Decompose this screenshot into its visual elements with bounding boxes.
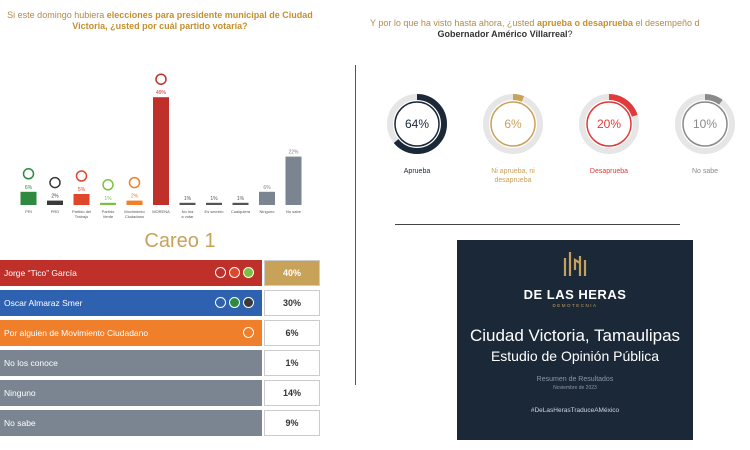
bar-6	[153, 97, 169, 205]
bar-9	[232, 202, 249, 205]
party-logo-icon-6	[155, 73, 167, 85]
party-logo-icon-5	[128, 176, 141, 189]
gauge-1: 6% Ni aprueba, ni desaprueba	[481, 92, 545, 185]
bar-label-11: 22%	[288, 150, 299, 156]
party-logo-icon-3	[75, 170, 88, 182]
careo-row-value: 40%	[264, 260, 320, 286]
party-logos-icon	[212, 296, 254, 310]
cover-card: DE LAS HERAS DEMOTECNIA Ciudad Victoria,…	[457, 240, 693, 440]
bar-category-11: No sabe	[286, 209, 302, 214]
gauge-arc-2	[579, 94, 639, 154]
careo-row: Por alguien de Movimiento Ciudadano 6%	[0, 320, 320, 346]
bar-label-8: 1%	[210, 196, 218, 202]
bar-1	[20, 191, 37, 205]
gauge-0: 64% Aprueba	[385, 92, 449, 176]
gauge-label-1: Ni aprueba, ni desaprueba	[491, 168, 535, 184]
careo-row-label: Oscar Almaraz Smer	[0, 290, 262, 316]
gauge-arc-1	[483, 94, 543, 154]
careo-row-label: Ninguno	[0, 380, 262, 406]
bar-10	[259, 191, 275, 205]
card-hashtag: #DeLasHerasTraduceAMéxico	[530, 407, 620, 414]
card-results: Resumen de Resultados	[536, 376, 614, 383]
card-city: Ciudad Victoria, Tamaulipas	[469, 326, 681, 345]
bar-label-10: 6%	[263, 185, 271, 191]
bar-category-8: Es secreto	[205, 209, 225, 214]
bar-3	[73, 194, 90, 205]
gauge-label-3: No sabe	[691, 168, 719, 175]
party-logo-icon-4	[102, 179, 114, 191]
bar-category-3: Partido del Trabajo	[72, 209, 91, 219]
bar-5	[126, 200, 143, 205]
card-study: Estudio de Opinión Pública	[490, 348, 660, 364]
gauge-arc-0	[387, 94, 447, 154]
party-logos-icon	[240, 326, 254, 340]
gauge-value-0: 64%	[405, 117, 429, 131]
bar-category-9: Cualquiera	[231, 209, 251, 214]
bar-label-9: 1%	[237, 196, 245, 202]
party-logos-icon	[212, 266, 254, 280]
brand-name: DE LAS HERAS	[523, 287, 627, 302]
careo-row-text: Por alguien de Movimiento Ciudadano	[4, 328, 149, 338]
bar-category-4: Partido Verde	[102, 209, 115, 219]
careo-row-text: Ninguno	[4, 388, 36, 398]
bar-7	[179, 202, 196, 205]
careo-row-label: No sabe	[0, 410, 262, 436]
careo-row-value: 1%	[264, 350, 320, 376]
bar-label-7: 1%	[184, 196, 192, 202]
gauge-value-2: 20%	[597, 117, 621, 131]
bar-category-5: Movimiento Ciudadano	[124, 209, 145, 219]
vertical-divider	[355, 65, 356, 385]
bar-label-3: 5%	[78, 187, 86, 193]
gauge-arc-3	[675, 94, 735, 154]
brand-sub: DEMOTECNIA	[552, 303, 598, 308]
bar-category-2: PRD	[51, 209, 60, 214]
gauge-value-1: 6%	[504, 117, 522, 131]
careo-row: No los conoce 1%	[0, 350, 320, 376]
gauge-3: 10% No sabe	[673, 92, 737, 176]
careo-row: Oscar Almaraz Smer 30%	[0, 290, 320, 316]
bar-label-6: 49%	[156, 90, 167, 96]
careo-row-text: Oscar Almaraz Smer	[4, 298, 83, 308]
bar-2	[47, 200, 63, 205]
careo-row-label: No los conoce	[0, 350, 262, 376]
bar-category-6: MORENA	[152, 209, 170, 214]
gauge-label-2: Desaprueba	[589, 168, 629, 175]
bar-category-1: PRI	[25, 209, 32, 214]
vote-bar-chart: 6% PRI 2% PRD 5% Partido del Trabajo 1% Partido V…	[20, 73, 302, 219]
careo-row: Jorge “Tico” García 40%	[0, 260, 320, 286]
bar-8	[206, 202, 222, 205]
careo-row-text: Jorge “Tico” García	[4, 268, 77, 278]
careo-row: Ninguno 14%	[0, 380, 320, 406]
bar-4	[100, 202, 116, 205]
gauge-2: 20% Desaprueba	[577, 92, 641, 176]
gauge-label-0: Aprueba	[403, 168, 431, 175]
bar-label-4: 1%	[104, 196, 112, 202]
careo-title: Careo 1	[144, 230, 216, 252]
bar-label-5: 2%	[131, 194, 139, 200]
right-question: Y por lo que ha visto hasta ahora, ¿uste…	[370, 18, 700, 39]
horizontal-divider	[395, 224, 680, 225]
party-logo-icon-1	[22, 168, 35, 180]
careo-row-value: 6%	[264, 320, 320, 346]
careo-row-value: 9%	[264, 410, 320, 436]
careo-row-value: 30%	[264, 290, 320, 316]
card-date: Noviembre de 2023	[553, 385, 597, 391]
careo-row-value: 14%	[264, 380, 320, 406]
bar-11	[285, 156, 302, 205]
bar-label-1: 6%	[25, 185, 33, 191]
brand-logo-icon	[457, 250, 693, 283]
careo-row-label: Por alguien de Movimiento Ciudadano	[0, 320, 262, 346]
bar-label-2: 2%	[51, 194, 59, 200]
careo-row-label: Jorge “Tico” García	[0, 260, 262, 286]
left-question: Si este domingo hubiera elecciones para …	[7, 10, 313, 31]
careo-row: No sabe 9%	[0, 410, 320, 436]
careo-row-text: No sabe	[4, 418, 36, 428]
party-logo-icon-2	[49, 176, 61, 189]
careo-row-text: No los conoce	[4, 358, 58, 368]
bar-category-10: Ninguno	[260, 209, 276, 214]
bar-category-7: No iría a votar	[181, 209, 194, 219]
gauge-value-3: 10%	[693, 117, 717, 131]
